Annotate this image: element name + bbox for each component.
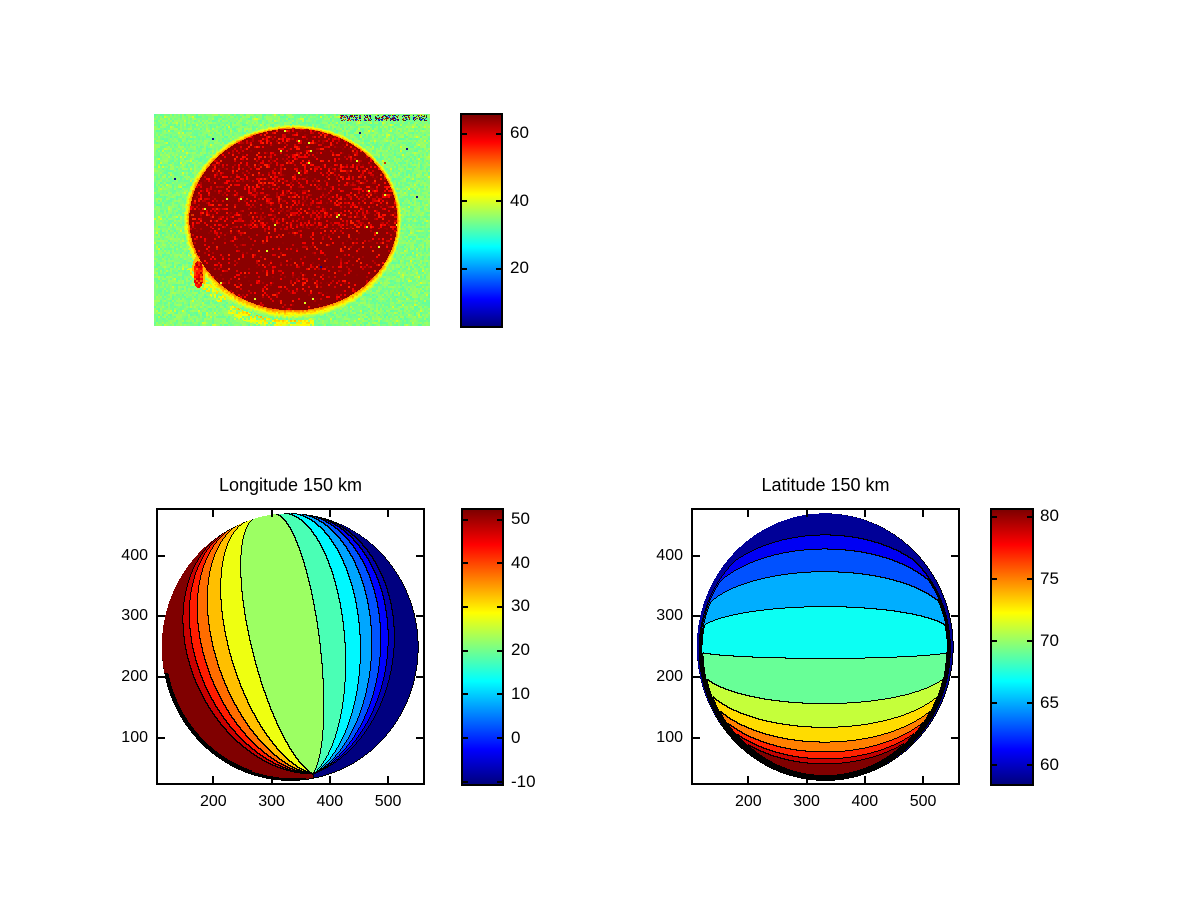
y-tick-label: 100: [121, 728, 148, 746]
x-tick-label: 300: [258, 793, 285, 810]
colorbar-tick-label: 60: [510, 122, 529, 142]
axis-tick-x: [270, 776, 273, 783]
latitude-plot-title: Latitude 150 km: [761, 475, 890, 495]
axis-tick-x: [387, 510, 390, 517]
axis-tick-y: [416, 615, 423, 618]
axis-tick-y: [158, 554, 165, 557]
colorbar-tick-label: 0: [511, 727, 521, 747]
axis-tick-y: [951, 554, 958, 557]
colorbar-tick-label: 75: [1040, 568, 1059, 588]
colorbar-tick-label: 20: [511, 640, 530, 660]
axis-tick-x: [747, 510, 750, 517]
axis-tick-x: [212, 510, 215, 517]
colorbar-tick-label: 50: [511, 508, 530, 528]
axis-tick-y: [416, 736, 423, 739]
latitude-colorbar-gradient: [992, 510, 1032, 784]
colorbar-tick-label: -10: [511, 771, 536, 791]
image-colorbar-gradient: [462, 115, 501, 326]
x-tick-label: 200: [734, 793, 762, 810]
y-tick-label: 200: [656, 667, 683, 685]
y-tick-label: 400: [656, 546, 683, 564]
axis-tick-y: [158, 675, 165, 678]
longitude-contour-plot: [158, 510, 423, 783]
latitude-plot-axes: [691, 508, 960, 785]
axis-tick-y: [693, 736, 700, 739]
colorbar-tick-label: 30: [511, 596, 530, 616]
x-tick-label: 500: [374, 793, 402, 810]
colorbar-tick-label: 70: [1040, 630, 1059, 650]
colorbar-tick-label: 40: [510, 190, 529, 210]
colorbar-tick-label: 65: [1040, 693, 1059, 713]
longitude-plot-axes: [156, 508, 425, 785]
y-tick-label: 200: [121, 667, 148, 685]
axis-tick-y: [416, 554, 423, 557]
axis-tick-x: [805, 510, 808, 517]
axis-tick-x: [863, 776, 866, 783]
axis-tick-y: [158, 615, 165, 618]
axis-tick-x: [863, 510, 866, 517]
axis-tick-y: [416, 675, 423, 678]
latitude-colorbar: [990, 508, 1034, 786]
x-tick-label: 500: [909, 793, 937, 810]
x-tick-label: 400: [316, 793, 344, 810]
axis-tick-x: [328, 510, 331, 517]
colorbar-tick-label: 60: [1040, 755, 1059, 775]
axis-tick-y: [951, 615, 958, 618]
y-tick-label: 100: [656, 728, 683, 746]
axis-tick-y: [951, 675, 958, 678]
image-colorbar: [460, 113, 503, 328]
solar-image-plot: [154, 114, 430, 326]
latitude-contour-plot: [693, 510, 958, 783]
y-tick-label: 400: [121, 546, 148, 564]
axis-tick-x: [747, 776, 750, 783]
y-tick-label: 300: [121, 607, 148, 625]
axis-tick-y: [693, 554, 700, 557]
longitude-plot-title: Longitude 150 km: [218, 475, 363, 495]
axis-tick-x: [328, 776, 331, 783]
axis-tick-x: [387, 776, 390, 783]
x-tick-label: 300: [793, 793, 820, 810]
y-tick-label: 300: [656, 607, 683, 625]
axis-tick-y: [693, 615, 700, 618]
colorbar-tick-label: 80: [1040, 506, 1059, 526]
axis-tick-y: [158, 736, 165, 739]
colorbar-tick-label: 40: [511, 552, 530, 572]
axis-tick-x: [922, 776, 925, 783]
x-tick-label: 400: [851, 793, 879, 810]
x-tick-label: 200: [199, 793, 227, 810]
axis-tick-x: [922, 510, 925, 517]
axis-tick-y: [693, 675, 700, 678]
axis-tick-x: [270, 510, 273, 517]
colorbar-tick-label: 20: [510, 258, 529, 278]
axis-tick-x: [212, 776, 215, 783]
longitude-colorbar-gradient: [463, 510, 502, 784]
longitude-colorbar: [461, 508, 504, 786]
axis-tick-x: [805, 776, 808, 783]
colorbar-tick-label: 10: [511, 684, 530, 704]
axis-tick-y: [951, 736, 958, 739]
